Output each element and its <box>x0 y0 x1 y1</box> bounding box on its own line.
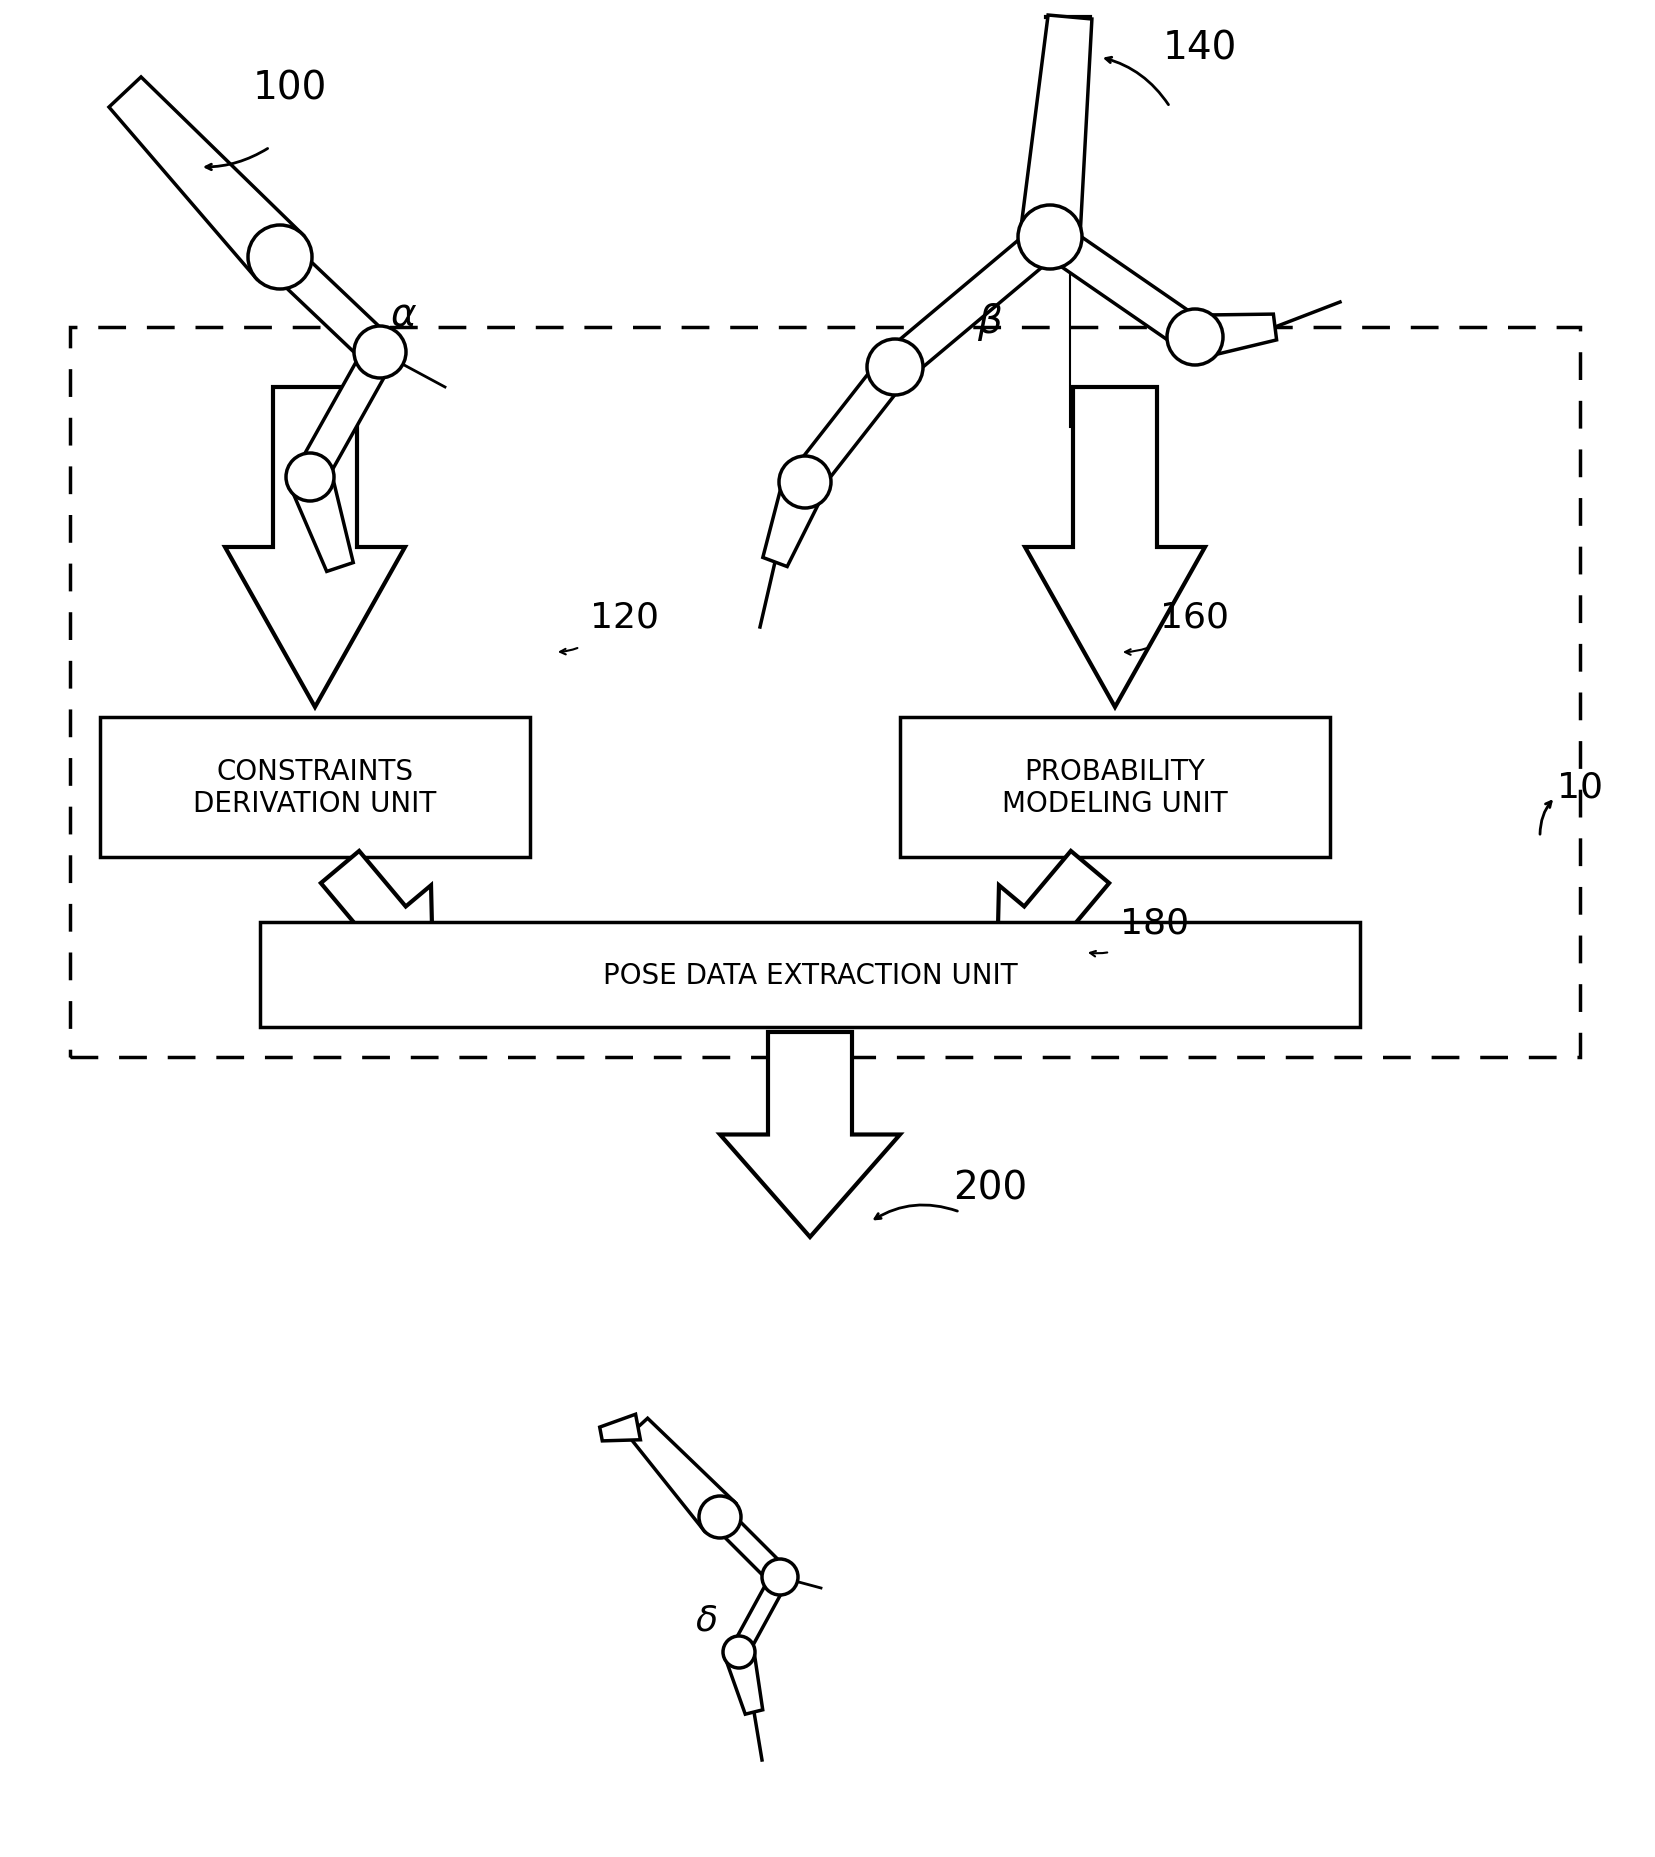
Polygon shape <box>321 852 434 979</box>
Circle shape <box>1018 206 1082 269</box>
Polygon shape <box>629 1419 735 1532</box>
Circle shape <box>723 1636 755 1668</box>
Text: POSE DATA EXTRACTION UNIT: POSE DATA EXTRACTION UNIT <box>602 960 1018 990</box>
Polygon shape <box>996 852 1109 979</box>
Text: PROBABILITY
MODELING UNIT: PROBABILITY MODELING UNIT <box>1003 758 1228 817</box>
Circle shape <box>354 327 405 379</box>
Bar <box>70 329 1581 1057</box>
Circle shape <box>1167 310 1223 366</box>
Circle shape <box>780 457 831 509</box>
Polygon shape <box>290 472 353 572</box>
Polygon shape <box>763 475 826 566</box>
Text: 160: 160 <box>1160 600 1230 635</box>
Polygon shape <box>725 1649 763 1714</box>
Polygon shape <box>296 345 394 485</box>
Polygon shape <box>1024 388 1205 708</box>
Circle shape <box>867 340 923 396</box>
Polygon shape <box>732 1573 788 1656</box>
Text: 180: 180 <box>1120 906 1190 940</box>
Text: $\delta$: $\delta$ <box>695 1603 717 1638</box>
Bar <box>900 717 1331 858</box>
Circle shape <box>248 227 313 290</box>
Polygon shape <box>268 245 392 366</box>
Text: 120: 120 <box>589 600 659 635</box>
Text: 100: 100 <box>253 69 328 108</box>
Polygon shape <box>712 1510 788 1584</box>
Polygon shape <box>109 78 303 280</box>
Polygon shape <box>1019 17 1092 241</box>
Circle shape <box>698 1497 741 1538</box>
Polygon shape <box>1039 223 1205 353</box>
Text: CONSTRAINTS
DERIVATION UNIT: CONSTRAINTS DERIVATION UNIT <box>194 758 437 817</box>
Polygon shape <box>225 388 405 708</box>
Text: 140: 140 <box>1163 30 1238 67</box>
Polygon shape <box>599 1415 640 1441</box>
Circle shape <box>761 1560 798 1595</box>
Bar <box>260 923 1360 1027</box>
Text: $\alpha$: $\alpha$ <box>391 295 417 332</box>
Polygon shape <box>1192 316 1276 360</box>
Bar <box>99 717 530 858</box>
Text: 200: 200 <box>953 1168 1028 1207</box>
Polygon shape <box>791 357 909 494</box>
Polygon shape <box>884 225 1061 381</box>
Text: 10: 10 <box>1557 771 1604 804</box>
Polygon shape <box>720 1032 900 1237</box>
Text: $\beta$: $\beta$ <box>976 301 1003 344</box>
Circle shape <box>286 453 334 501</box>
